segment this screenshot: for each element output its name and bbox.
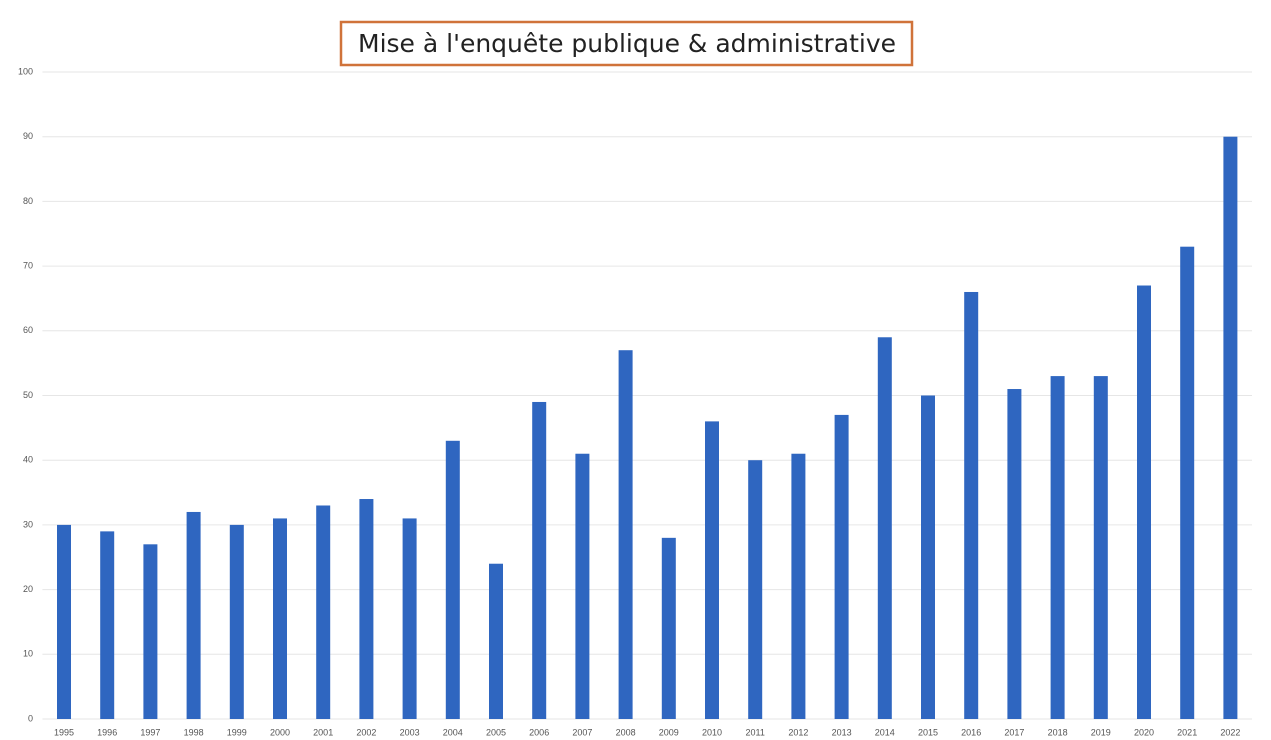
x-tick-label: 2011 (746, 727, 765, 737)
y-tick-label: 80 (23, 196, 33, 206)
bar (921, 395, 935, 719)
x-tick-label: 2015 (918, 727, 938, 737)
x-tick-label: 1997 (140, 727, 160, 737)
y-tick-label: 0 (28, 713, 33, 723)
y-tick-label: 100 (18, 66, 33, 76)
bar (1223, 136, 1238, 719)
bar (229, 524, 244, 719)
x-tick-label: 2016 (961, 727, 981, 737)
bar (834, 414, 849, 719)
x-tick-label: 1995 (54, 727, 74, 737)
bar (445, 440, 460, 719)
x-tick-label: 2018 (1048, 727, 1068, 737)
x-tick-label: 2004 (443, 727, 463, 737)
bar (489, 563, 503, 719)
bar (532, 401, 547, 719)
y-tick-label: 10 (23, 649, 33, 659)
x-tick-label: 2021 (1177, 727, 1197, 737)
bar (1180, 246, 1195, 719)
x-tick-label: 2000 (270, 727, 290, 737)
bar (1093, 376, 1108, 719)
x-tick-label: 2008 (616, 727, 636, 737)
chart-title: Mise à l'enquête publique & administrati… (358, 29, 896, 58)
bar (186, 511, 201, 719)
bar (705, 421, 719, 719)
x-tick-label: 2007 (572, 727, 592, 737)
x-tick-label: 1999 (227, 727, 247, 737)
x-tick-label: 2009 (659, 727, 679, 737)
x-tick-label: 2005 (486, 727, 506, 737)
y-tick-label: 30 (23, 519, 33, 529)
bar (575, 453, 590, 719)
bar (402, 518, 417, 719)
bar (273, 518, 287, 719)
bar (359, 499, 374, 719)
x-tick-label: 2017 (1004, 727, 1024, 737)
y-tick-label: 70 (23, 260, 33, 270)
bar (1050, 376, 1065, 719)
title-box (339, 20, 914, 67)
bar (100, 531, 115, 719)
bar (316, 505, 331, 719)
x-tick-label: 2001 (313, 727, 333, 737)
bar (57, 524, 71, 719)
x-tick-label: 2012 (788, 727, 808, 737)
bar (618, 350, 633, 719)
x-tick-label: 2003 (400, 727, 420, 737)
y-tick-label: 20 (23, 584, 33, 594)
x-tick-label: 2010 (702, 727, 722, 737)
x-tick-label: 2006 (529, 727, 549, 737)
bar (143, 544, 158, 719)
y-tick-label: 60 (23, 325, 33, 335)
bar (1137, 285, 1151, 719)
x-tick-label: 2002 (356, 727, 376, 737)
bar (1007, 389, 1022, 719)
x-tick-label: 2019 (1091, 727, 1111, 737)
x-tick-label: 2020 (1134, 727, 1154, 737)
y-tick-label: 50 (23, 390, 33, 400)
x-tick-label: 1998 (184, 727, 204, 737)
x-tick-label: 2022 (1220, 727, 1240, 737)
bar (877, 337, 892, 719)
bar (661, 537, 676, 719)
y-tick-label: 40 (23, 455, 33, 465)
bar (791, 453, 806, 719)
x-tick-label: 2014 (875, 727, 895, 737)
y-tick-label: 90 (23, 131, 33, 141)
bar (964, 291, 979, 719)
x-tick-label: 2013 (832, 727, 852, 737)
x-tick-label: 1996 (97, 727, 117, 737)
bar (748, 460, 763, 719)
